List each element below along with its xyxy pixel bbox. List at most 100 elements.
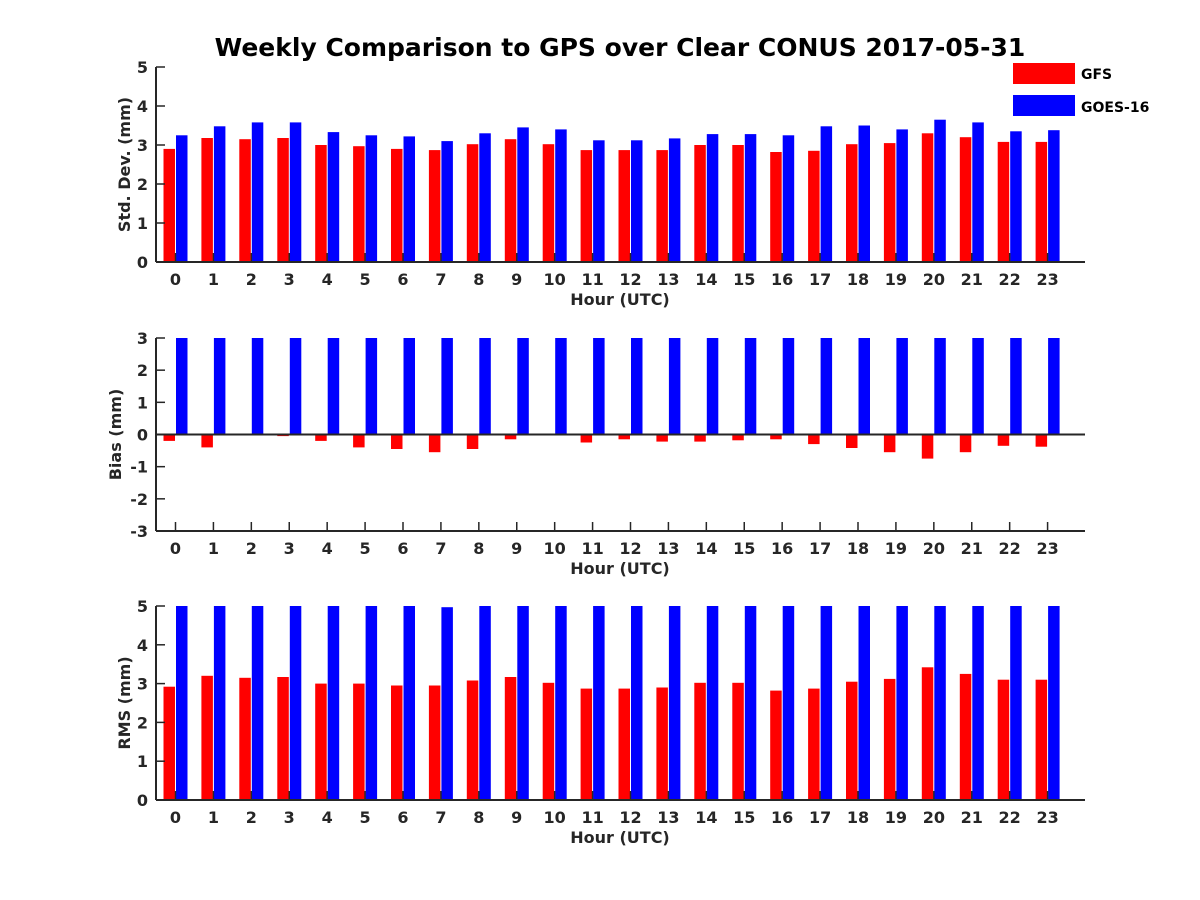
- bar-gfs-hour-5: [353, 434, 365, 448]
- x-tick-label: 9: [511, 539, 522, 558]
- bar-goes16-hour-3: [289, 606, 302, 800]
- bar-gfs-hour-9: [504, 139, 517, 262]
- bar-gfs-hour-11: [580, 688, 593, 800]
- x-tick-label: 20: [923, 808, 945, 827]
- x-tick-label: 21: [961, 270, 983, 289]
- x-tick-label: 16: [771, 270, 793, 289]
- y-tick-label: 1: [137, 752, 148, 771]
- x-tick-label: 1: [208, 270, 219, 289]
- bar-gfs-hour-10: [542, 144, 555, 262]
- x-tick-label: 0: [170, 539, 181, 558]
- bar-goes16-hour-5: [365, 338, 378, 435]
- bar-goes16-hour-10: [555, 606, 567, 800]
- bar-goes16-hour-3: [289, 338, 302, 435]
- bar-goes16-hour-7: [441, 338, 453, 435]
- bar-goes16-hour-19: [896, 338, 908, 435]
- bar-goes16-hour-2: [251, 122, 264, 263]
- bar-goes16-hour-21: [972, 338, 984, 435]
- bar-gfs-hour-4: [315, 683, 327, 800]
- bar-gfs-hour-12: [618, 150, 630, 262]
- bar-goes16-hour-11: [593, 606, 605, 800]
- bar-gfs-hour-0: [163, 686, 175, 800]
- bar-goes16-hour-7: [441, 607, 453, 800]
- x-tick-label: 4: [322, 808, 333, 827]
- bar-goes16-hour-1: [213, 126, 226, 262]
- x-tick-label: 0: [170, 808, 181, 827]
- x-tick-label: 15: [733, 808, 755, 827]
- bar-goes16-hour-8: [479, 606, 491, 800]
- bar-gfs-hour-15: [732, 682, 744, 800]
- bar-gfs-hour-10: [542, 682, 555, 800]
- x-tick-label: 11: [581, 808, 603, 827]
- x-tick-label: 20: [923, 539, 945, 558]
- bar-goes16-hour-15: [744, 606, 757, 800]
- bar-goes16-hour-0: [176, 135, 188, 263]
- bar-gfs-hour-6: [391, 434, 403, 449]
- bar-goes16-hour-16: [782, 606, 795, 800]
- bar-gfs-hour-17: [808, 150, 820, 262]
- bar-goes16-hour-8: [479, 133, 491, 262]
- bar-goes16-hour-13: [668, 338, 681, 435]
- bar-gfs-hour-11: [580, 434, 593, 443]
- bar-gfs-hour-13: [656, 434, 668, 442]
- bar-goes16-hour-20: [934, 338, 946, 435]
- x-tick-label: 3: [284, 539, 295, 558]
- x-tick-label: 21: [961, 539, 983, 558]
- bar-gfs-hour-21: [959, 434, 972, 453]
- y-axis-label: Std. Dev. (mm): [115, 97, 134, 232]
- bar-gfs-hour-18: [846, 434, 858, 448]
- bar-gfs-hour-19: [883, 143, 896, 262]
- x-axis-label: Hour (UTC): [570, 290, 670, 309]
- x-tick-label: 12: [619, 270, 641, 289]
- bar-gfs-hour-21: [959, 137, 972, 262]
- legend: GFS GOES-16: [1013, 63, 1149, 116]
- bar-gfs-hour-3: [277, 138, 289, 262]
- bar-goes16-hour-12: [631, 606, 643, 800]
- bar-gfs-hour-5: [353, 683, 365, 800]
- x-tick-label: 11: [581, 539, 603, 558]
- y-tick-label: 0: [137, 426, 148, 445]
- y-tick-label: 3: [137, 136, 148, 155]
- bar-goes16-hour-21: [972, 122, 984, 263]
- x-tick-label: 9: [511, 808, 522, 827]
- y-tick-label: 1: [137, 393, 148, 412]
- x-tick-label: 23: [1036, 539, 1058, 558]
- y-tick-label: 1: [137, 214, 148, 233]
- bar-goes16-hour-15: [744, 134, 757, 262]
- y-tick-label: 5: [137, 597, 148, 616]
- x-tick-label: 19: [885, 808, 907, 827]
- x-tick-label: 17: [809, 539, 831, 558]
- x-tick-label: 18: [847, 808, 869, 827]
- x-tick-label: 21: [961, 808, 983, 827]
- bar-gfs-hour-12: [618, 434, 630, 440]
- bar-goes16-hour-9: [517, 127, 529, 263]
- bar-goes16-hour-1: [213, 338, 226, 435]
- bar-goes16-hour-19: [896, 606, 908, 800]
- bar-gfs-hour-18: [846, 144, 858, 262]
- bar-goes16-hour-0: [176, 606, 188, 800]
- x-tick-label: 16: [771, 808, 793, 827]
- y-tick-label: 2: [137, 175, 148, 194]
- x-tick-label: 14: [695, 539, 717, 558]
- bar-goes16-hour-22: [1010, 338, 1022, 435]
- bar-goes16-hour-14: [706, 606, 719, 800]
- bar-goes16-hour-21: [972, 606, 984, 800]
- bar-goes16-hour-12: [631, 140, 643, 262]
- bar-gfs-hour-16: [770, 434, 782, 440]
- bar-gfs-hour-8: [466, 434, 479, 449]
- bar-gfs-hour-5: [353, 146, 365, 262]
- bar-gfs-hour-7: [428, 150, 441, 262]
- bar-goes16-hour-17: [820, 606, 833, 800]
- bar-gfs-hour-16: [770, 152, 782, 262]
- y-tick-label: 3: [137, 675, 148, 694]
- legend-swatch-goes16: [1013, 95, 1075, 116]
- bar-gfs-hour-1: [201, 138, 213, 262]
- bar-gfs-hour-2: [239, 139, 251, 262]
- bar-gfs-hour-23: [1035, 434, 1048, 447]
- x-tick-label: 9: [511, 270, 522, 289]
- x-tick-label: 22: [999, 270, 1021, 289]
- x-tick-label: 17: [809, 270, 831, 289]
- bar-goes16-hour-16: [782, 338, 795, 435]
